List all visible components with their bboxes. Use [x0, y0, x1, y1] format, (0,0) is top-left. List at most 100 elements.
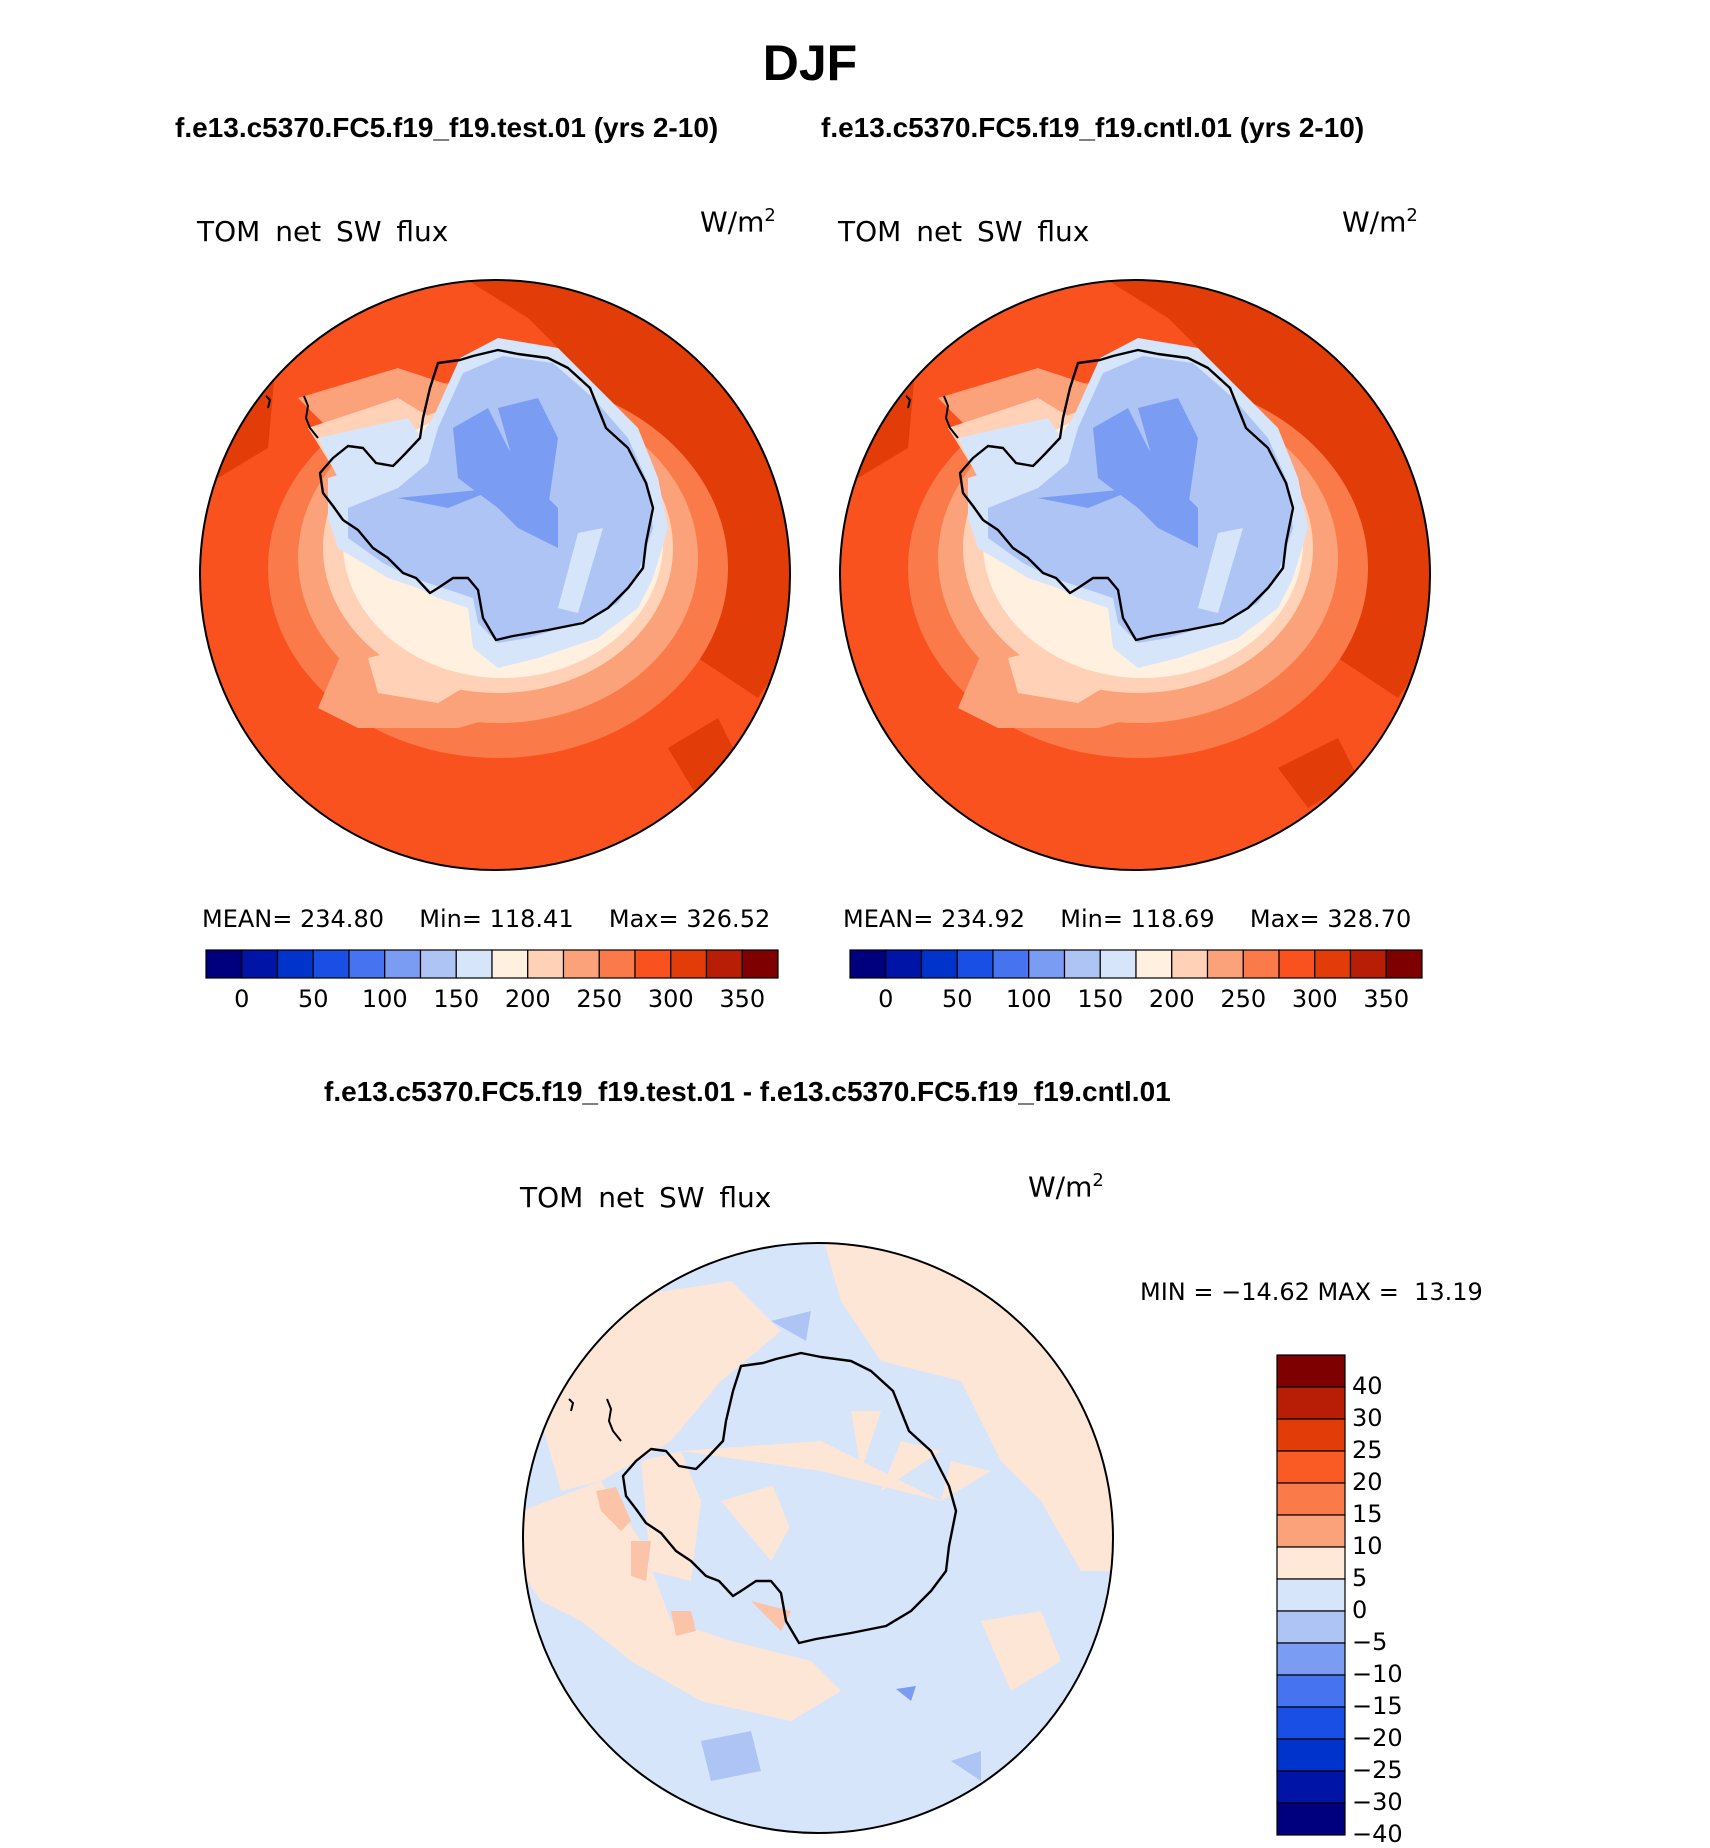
- control-colorbar-box: [885, 949, 923, 979]
- test-units-label: W/m2: [700, 205, 776, 238]
- control-case-subtitle: f.e13.c5370.FC5.f19_f19.cntl.01 (yrs 2-1…: [821, 112, 1365, 143]
- difference-colorbar-labels: 40 30 25 20 15 10 5 0 −5 −10 −15 −20 −25 −30 −40: [1352, 1354, 1432, 1846]
- difference-colorbar-box: [1276, 1642, 1346, 1676]
- test-polar-map: [199, 279, 791, 871]
- test-variable-label: TOM net SW flux: [197, 215, 449, 248]
- difference-colorbar-box: [1276, 1482, 1346, 1516]
- control-max-value: 328.70: [1327, 905, 1412, 933]
- difference-subtitle: f.e13.c5370.FC5.f19_f19.test.01 - f.e13.…: [324, 1076, 1171, 1107]
- test-colorbar-box: [241, 949, 279, 979]
- difference-min-max: MIN = −14.62 MAX = 13.19: [1140, 1278, 1483, 1306]
- control-colorbar-box: [1099, 949, 1137, 979]
- control-colorbar-tick-label: 150: [1077, 985, 1124, 1013]
- control-colorbar-box: [992, 949, 1030, 979]
- test-colorbar-box: [384, 949, 422, 979]
- control-colorbar-box: [956, 949, 994, 979]
- difference-colorbar-box: [1276, 1578, 1346, 1612]
- difference-colorbar-tick-label: −10: [1352, 1660, 1403, 1688]
- test-colorbar-tick-label: 200: [504, 985, 551, 1013]
- control-polar-map: [839, 279, 1431, 871]
- control-colorbar-box: [1063, 949, 1101, 979]
- control-max-label: Max=: [1249, 905, 1320, 933]
- control-colorbar-box: [1242, 949, 1280, 979]
- test-colorbar-box: [491, 949, 529, 979]
- difference-colorbar-box: [1276, 1738, 1346, 1772]
- test-colorbar-box: [312, 949, 350, 979]
- difference-colorbar-box: [1276, 1418, 1346, 1452]
- difference-units-label: W/m2: [1028, 1170, 1104, 1203]
- test-colorbar-tick-label: 50: [297, 985, 329, 1013]
- control-colorbar: [849, 949, 1423, 979]
- control-mean-value: 234.92: [941, 905, 1025, 933]
- test-mean-label: MEAN=: [202, 905, 293, 933]
- difference-colorbar-box: [1276, 1706, 1346, 1740]
- control-colorbar-tick-label: 100: [1005, 985, 1052, 1013]
- test-colorbar-tick-label: 350: [719, 985, 766, 1013]
- difference-colorbar-tick-label: 20: [1352, 1468, 1383, 1496]
- control-units-label: W/m2: [1342, 205, 1418, 238]
- test-colorbar: [205, 949, 779, 979]
- difference-colorbar-tick-label: −20: [1352, 1724, 1403, 1752]
- difference-colorbar-box: [1276, 1770, 1346, 1804]
- test-colorbar-box: [598, 949, 636, 979]
- difference-colorbar-tick-label: 40: [1352, 1372, 1383, 1400]
- difference-colorbar-tick-label: −15: [1352, 1692, 1403, 1720]
- difference-units-exponent: 2: [1092, 1170, 1104, 1191]
- control-colorbar-box: [1135, 949, 1173, 979]
- difference-colorbar-tick-label: −40: [1352, 1820, 1403, 1848]
- control-colorbar-boxes: [849, 949, 1423, 979]
- test-mean-value: 234.80: [300, 905, 384, 933]
- difference-colorbar-tick-label: 15: [1352, 1500, 1383, 1528]
- test-colorbar-tick-label: 100: [361, 985, 408, 1013]
- test-colorbar-tick-label: 300: [647, 985, 694, 1013]
- test-colorbar-box: [527, 949, 565, 979]
- test-colorbar-box: [634, 949, 672, 979]
- difference-colorbar-tick-label: 25: [1352, 1436, 1383, 1464]
- test-stats-line: MEAN= 234.80 Min= 118.41 Max= 326.52: [202, 905, 770, 933]
- control-mean-label: MEAN=: [843, 905, 934, 933]
- test-colorbar-tick-label: 0: [234, 985, 250, 1013]
- control-variable-label: TOM net SW flux: [838, 215, 1090, 248]
- test-min-value: 118.41: [489, 905, 574, 933]
- control-units-exponent: 2: [1406, 205, 1418, 226]
- difference-colorbar-tick-label: −5: [1352, 1628, 1388, 1656]
- difference-colorbar-tick-label: −25: [1352, 1756, 1403, 1784]
- control-colorbar-box: [1385, 949, 1423, 979]
- control-min-label: Min=: [1060, 905, 1123, 933]
- difference-colorbar-tick-label: 30: [1352, 1404, 1383, 1432]
- difference-colorbar-tick-label: 0: [1352, 1596, 1368, 1624]
- control-colorbar-box: [1349, 949, 1387, 979]
- difference-colorbar-box: [1276, 1610, 1346, 1644]
- control-colorbar-box: [920, 949, 958, 979]
- difference-colorbar-box: [1276, 1514, 1346, 1548]
- test-units-base: W/m: [700, 205, 765, 239]
- test-colorbar-box: [562, 949, 600, 979]
- difference-polar-map: [522, 1242, 1114, 1834]
- test-colorbar-box: [205, 949, 243, 979]
- test-colorbar-tick-label: 150: [433, 985, 480, 1013]
- control-colorbar-tick-label: 50: [941, 985, 973, 1013]
- test-colorbar-box: [670, 949, 708, 979]
- difference-colorbar-boxes: [1276, 1354, 1346, 1836]
- difference-colorbar-tick-label: −30: [1352, 1788, 1403, 1816]
- figure-title: DJF: [762, 35, 858, 91]
- test-colorbar-box: [455, 949, 493, 979]
- test-max-label: Max=: [608, 905, 679, 933]
- control-colorbar-tick-label: 0: [878, 985, 894, 1013]
- control-colorbar-box: [849, 949, 887, 979]
- control-colorbar-box: [1171, 949, 1209, 979]
- test-max-value: 326.52: [686, 905, 771, 933]
- difference-colorbar-box: [1276, 1386, 1346, 1420]
- difference-colorbar-box: [1276, 1354, 1346, 1388]
- test-case-subtitle: f.e13.c5370.FC5.f19_f19.test.01 (yrs 2-1…: [175, 112, 719, 143]
- control-colorbar-tick-label: 350: [1363, 985, 1410, 1013]
- difference-colorbar-box: [1276, 1802, 1346, 1836]
- test-colorbar-boxes: [205, 949, 779, 979]
- control-colorbar-tick-label: 300: [1291, 985, 1338, 1013]
- test-colorbar-box: [705, 949, 743, 979]
- control-colorbar-tick-label: 200: [1148, 985, 1195, 1013]
- control-stats-line: MEAN= 234.92 Min= 118.69 Max= 328.70: [843, 905, 1411, 933]
- difference-colorbar-tick-label: 10: [1352, 1532, 1383, 1560]
- test-colorbar-box: [741, 949, 779, 979]
- difference-colorbar-box: [1276, 1450, 1346, 1484]
